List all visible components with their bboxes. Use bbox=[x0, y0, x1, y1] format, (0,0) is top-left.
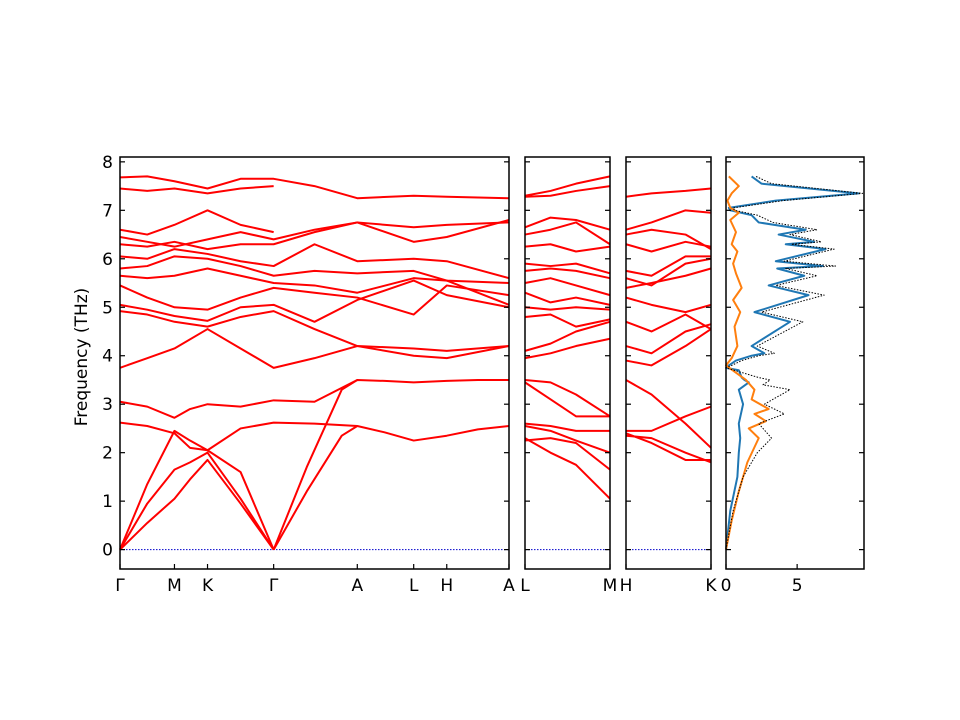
phonon-band-line bbox=[524, 337, 611, 360]
phonon-band-line bbox=[524, 277, 611, 297]
phonon-band-line bbox=[524, 175, 611, 197]
phonon-band-line bbox=[625, 328, 712, 367]
y-tick-label: 7 bbox=[102, 201, 113, 221]
x-tick-label: A bbox=[503, 576, 515, 596]
phonon-band-line bbox=[524, 422, 610, 432]
phonon-band-line bbox=[625, 323, 712, 355]
phonon-band-line bbox=[524, 313, 611, 328]
dos-panel-frame bbox=[725, 156, 865, 570]
y-tick-label: 6 bbox=[102, 250, 113, 270]
y-tick-label: 8 bbox=[102, 153, 113, 173]
x-tick-label: L bbox=[409, 576, 419, 596]
y-tick-label: 0 bbox=[102, 541, 113, 561]
phonon-band-line bbox=[524, 216, 611, 231]
phonon-band-line bbox=[272, 425, 510, 551]
phonon-band-line bbox=[524, 437, 611, 471]
y-axis-label: Frequency (THz) bbox=[72, 288, 92, 427]
phonon-band-line bbox=[524, 320, 611, 352]
phonon-band-line bbox=[119, 310, 510, 352]
phonon-band-line bbox=[625, 296, 712, 314]
phonon-band-line bbox=[625, 432, 711, 461]
phonon-band-line bbox=[625, 267, 712, 289]
phonon-band-line bbox=[524, 185, 611, 198]
y-tick-label: 3 bbox=[102, 395, 113, 415]
phonon-band-line bbox=[119, 255, 510, 285]
phonon-band-line bbox=[119, 429, 275, 551]
phonon-band-line bbox=[625, 228, 712, 250]
dos-series-line bbox=[725, 175, 864, 550]
x-tick-label: K bbox=[202, 576, 214, 596]
phonon-band-line bbox=[119, 209, 274, 236]
x-tick-label: L bbox=[520, 576, 530, 596]
x-tick-label: M bbox=[603, 576, 618, 596]
x-tick-label: A bbox=[351, 576, 363, 596]
x-tick-label: M bbox=[167, 576, 182, 596]
phonon-band-line bbox=[625, 434, 712, 464]
phonon-band-line bbox=[119, 284, 510, 316]
phonon-band-line bbox=[524, 267, 611, 280]
phonon-band-line bbox=[524, 378, 611, 418]
phonon-band-line bbox=[119, 328, 510, 369]
phonon-band-line bbox=[625, 209, 712, 231]
x-tick-label: H bbox=[620, 576, 633, 596]
x-tick-label: Γ bbox=[115, 576, 125, 596]
dos-x-tick-label: 0 bbox=[721, 576, 732, 596]
phonon-band-line bbox=[625, 187, 712, 198]
phonon-band-line bbox=[119, 221, 510, 248]
phonon-band-line bbox=[524, 221, 611, 246]
x-tick-label: Γ bbox=[269, 576, 279, 596]
phonon-band-line bbox=[524, 306, 611, 311]
x-tick-label: K bbox=[705, 576, 717, 596]
phonon-band-line bbox=[625, 257, 712, 287]
phonon-band-line bbox=[119, 279, 510, 323]
band-panel-1: 0 1 2 3 4 5 6 7 8 Γ M K Γ A L H A bbox=[102, 153, 515, 596]
x-tick-label: H bbox=[440, 576, 453, 596]
y-tick-label: 2 bbox=[102, 444, 113, 464]
phonon-band-line bbox=[119, 185, 274, 195]
phonon-band-line bbox=[524, 243, 611, 253]
dos-x-tick-label: 5 bbox=[792, 576, 803, 596]
phonon-band-line bbox=[625, 379, 712, 449]
y-tick-label: 1 bbox=[102, 492, 113, 512]
phonon-band-line bbox=[524, 291, 611, 306]
phonon-band-line bbox=[119, 451, 275, 551]
phonon-band-line bbox=[626, 405, 712, 432]
phonon-band-line bbox=[119, 243, 510, 280]
band-panel-frame bbox=[625, 156, 712, 570]
phonon-band-line bbox=[625, 240, 712, 253]
dos-series-line bbox=[725, 175, 770, 550]
phonon-band-line bbox=[524, 425, 611, 454]
phonon-band-line bbox=[119, 267, 510, 306]
phonon-band-line bbox=[524, 437, 611, 500]
phonon-band-line bbox=[119, 458, 275, 551]
y-tick-label: 5 bbox=[102, 298, 113, 318]
phonon-band-line bbox=[119, 421, 358, 452]
phonon-band-line bbox=[119, 219, 510, 251]
phonon-band-line bbox=[272, 378, 509, 550]
phonon-band-line bbox=[524, 262, 611, 275]
band-panel-frame bbox=[524, 156, 611, 570]
phonon-band-line bbox=[625, 255, 711, 277]
phonon-band-line bbox=[524, 381, 610, 418]
phonon-band-line bbox=[625, 313, 712, 333]
y-tick-label: 4 bbox=[102, 347, 113, 367]
phonon-band-line bbox=[119, 175, 510, 200]
dos-series-line bbox=[725, 175, 860, 550]
phonon-band-line bbox=[119, 379, 358, 419]
band-panel-frame bbox=[119, 156, 510, 570]
